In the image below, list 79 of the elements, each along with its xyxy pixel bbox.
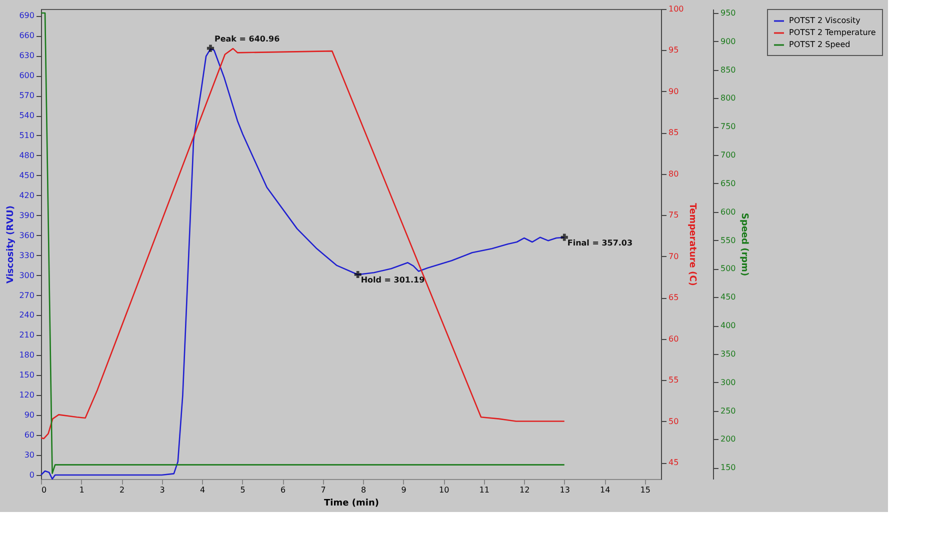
x-tick-label: 15 [640,486,650,494]
y-tick-label: 600 [19,71,34,80]
y2-tick-label: 100 [668,4,684,14]
y-tick-label: 270 [19,290,34,300]
y3-tick-label: 850 [720,65,736,74]
y-tick-label: 390 [19,210,34,220]
x-tick-label: 3 [160,486,165,494]
legend-label: POTST 2 Temperature [789,28,876,37]
annotation: Hold = 301.19 [360,275,426,284]
legend-label: POTST 2 Speed [789,40,850,49]
y-tick-label: 330 [19,250,34,260]
annotation: Final = 357.03 [567,238,633,248]
y-tick-label: 360 [19,230,34,240]
x-tick-label: 2 [119,486,125,494]
y3-tick-label: 550 [720,236,736,245]
y2-tick-label: 60 [668,334,679,344]
y3-tick-label: 350 [720,349,736,358]
y2-tick-label: 80 [668,169,679,178]
annotation: Peak = 640.96 [214,34,280,44]
y-tick-label: 60 [24,430,34,440]
y3-tick-label: 400 [720,321,736,330]
y-axis-title: Viscosity (RVU) [6,206,16,284]
x-tick-label: 13 [560,486,570,494]
x-tick-label: 12 [520,486,530,494]
x-tick-label: 11 [479,486,490,494]
y2-tick-label: 55 [668,376,679,385]
y-tick-label: 570 [19,91,34,100]
y-tick-label: 450 [19,170,34,180]
y2-tick-label: 45 [668,458,679,468]
y3-tick-label: 250 [720,406,736,416]
y-tick-label: 30 [24,450,34,460]
y3-tick-label: 600 [720,207,736,216]
y2-tick-label: 85 [668,128,679,138]
y2-tick-label: 75 [668,210,679,220]
x-tick-label: 0 [42,486,47,494]
y3-tick-label: 200 [720,434,736,444]
y3-tick-label: 450 [720,292,736,302]
y-tick-label: 240 [19,310,34,320]
x-axis-title: Time (min) [324,498,379,508]
x-tick-label: 5 [240,486,246,494]
x-tick-label: 7 [320,486,326,494]
x-tick-label: 14 [600,486,610,494]
y-tick-label: 0 [29,470,34,480]
x-tick-label: 6 [280,486,286,494]
y-tick-label: 300 [19,270,34,280]
y2-tick-label: 90 [668,86,679,96]
y-tick-label: 480 [19,150,34,160]
y-tick-label: 510 [19,130,34,140]
y-tick-label: 120 [19,390,34,400]
y-tick-label: 690 [19,11,34,20]
y3-tick-label: 300 [720,378,736,387]
y-tick-label: 150 [19,370,34,380]
y-tick-label: 90 [24,410,34,420]
x-tick-label: 8 [361,486,366,494]
y2-tick-label: 95 [668,46,679,55]
legend-label: POTST 2 Viscosity [789,16,861,25]
y-tick-label: 210 [19,330,34,340]
y2-axis-title: Temperature (C) [686,203,697,286]
y2-tick-label: 50 [668,416,679,426]
y3-tick-label: 900 [720,36,736,46]
y3-tick-label: 950 [720,8,736,18]
y-tick-label: 630 [19,51,34,60]
y2-tick-label: 70 [668,252,679,261]
y-tick-label: 180 [19,350,34,360]
y3-axis-title: Speed (rpm) [738,212,749,276]
y3-tick-label: 750 [720,122,736,132]
y3-tick-label: 800 [720,94,736,103]
y-tick-label: 660 [19,31,34,40]
y-tick-label: 420 [19,190,34,200]
x-tick-label: 9 [401,486,406,494]
y3-tick-label: 150 [720,463,736,472]
x-tick-label: 1 [79,486,84,494]
y3-tick-label: 650 [720,178,736,188]
y3-tick-label: 700 [720,150,736,160]
y-tick-label: 540 [19,111,34,120]
y3-tick-label: 500 [720,264,736,274]
x-tick-label: 10 [439,486,450,494]
x-tick-label: 4 [200,486,206,494]
y2-tick-label: 65 [668,293,679,302]
